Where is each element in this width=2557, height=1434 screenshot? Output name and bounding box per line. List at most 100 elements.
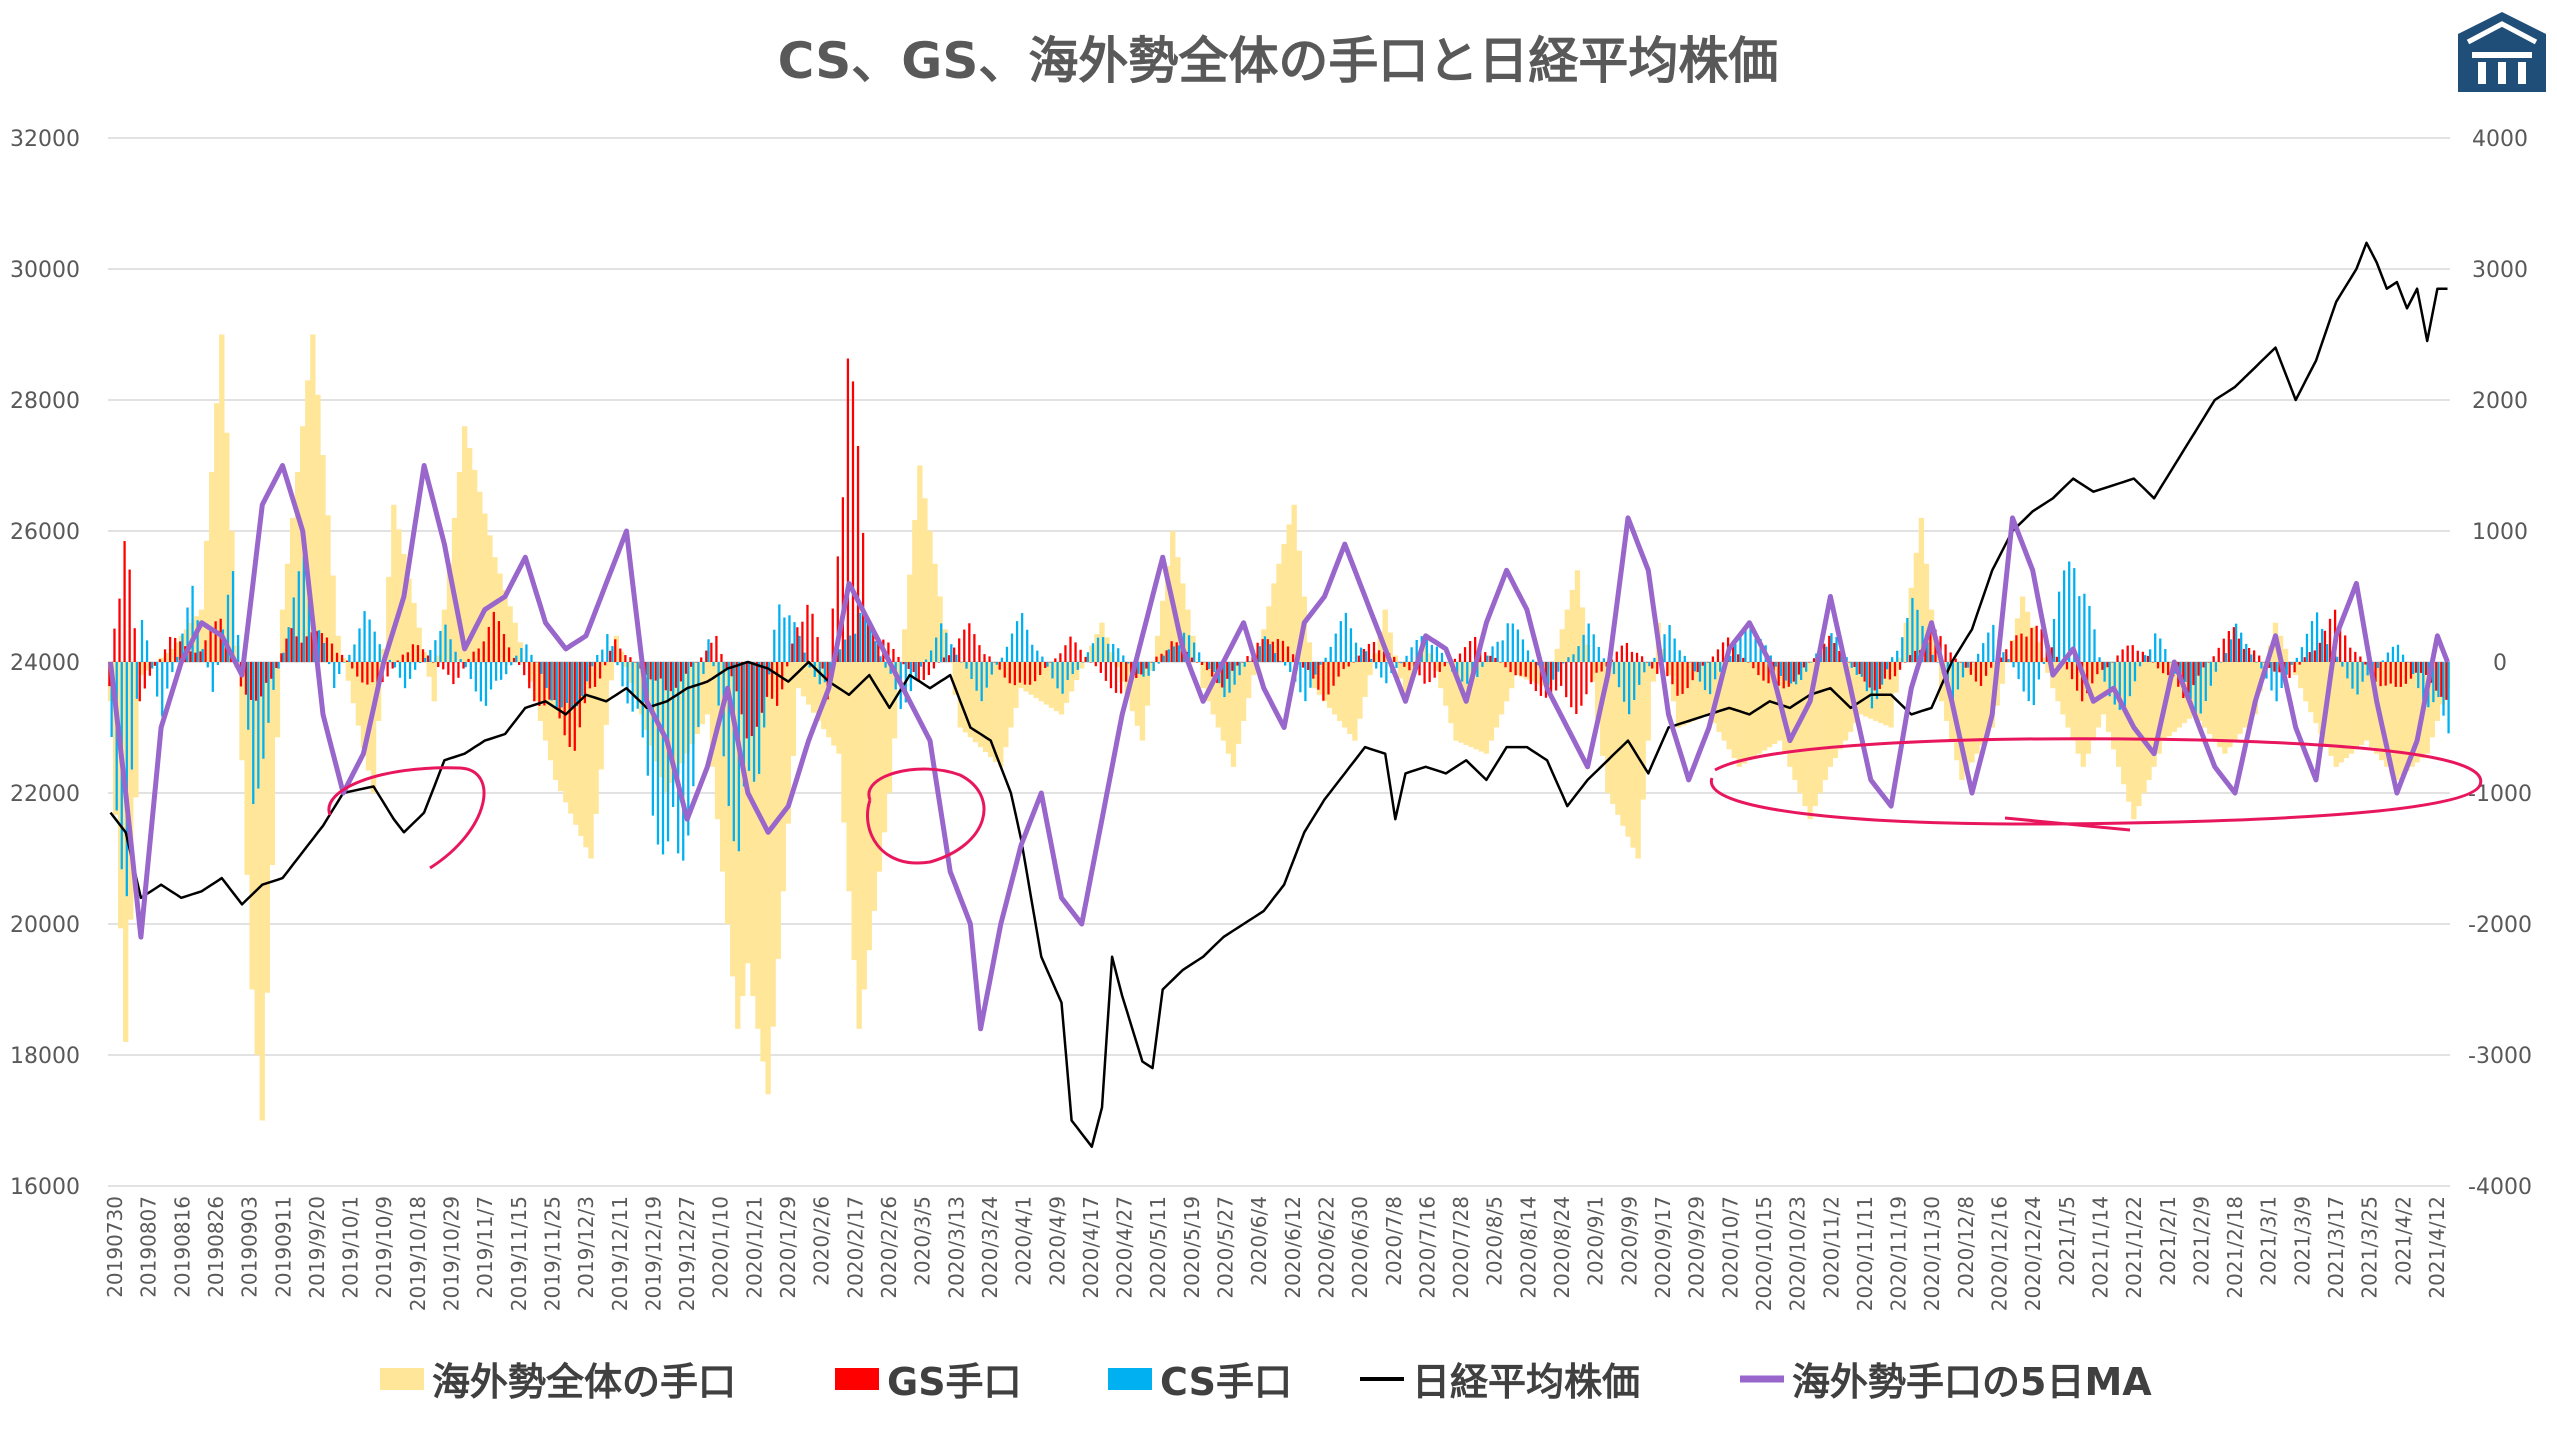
bar [1489, 655, 1492, 662]
bar [704, 662, 711, 715]
bar [360, 662, 367, 749]
bar [1005, 646, 1009, 662]
bar [416, 627, 422, 662]
bar [1089, 662, 1092, 663]
bar [401, 553, 407, 662]
bar [1112, 643, 1115, 662]
bar [419, 662, 422, 663]
bar [841, 662, 847, 823]
bar [1039, 662, 1042, 676]
x-tick-label: 2020/4/1 [1012, 1196, 1036, 1286]
bar [919, 662, 923, 667]
bar [487, 626, 490, 662]
bar [2131, 662, 2137, 820]
bar [487, 535, 493, 662]
bar [1031, 644, 1034, 662]
left-tick-label: 24000 [10, 651, 80, 676]
bar-series [107, 334, 2451, 1121]
bar [1347, 662, 1353, 735]
bar [1491, 646, 1494, 662]
bar [2045, 662, 2051, 673]
bar [624, 655, 627, 662]
bar [2255, 662, 2258, 663]
series-1 [108, 358, 2448, 751]
bar [340, 654, 344, 662]
bar [1225, 662, 1232, 754]
bar [1686, 662, 1689, 689]
bar [1721, 662, 1727, 741]
x-tick-label: 2019/11/7 [473, 1196, 497, 1299]
bar [1478, 662, 1484, 752]
bar [816, 662, 822, 721]
bar [1865, 662, 1869, 692]
legend-swatch [380, 1368, 424, 1390]
bar [2379, 662, 2382, 687]
bar [2005, 649, 2008, 662]
bar [843, 639, 847, 662]
bar [1334, 633, 1337, 662]
bar [2353, 662, 2360, 750]
bar [2138, 662, 2142, 667]
bar [750, 662, 753, 737]
bar [1531, 659, 1535, 662]
bar [740, 662, 743, 715]
bar [2078, 596, 2081, 662]
bar [1175, 642, 1178, 662]
bar [1036, 650, 1039, 662]
bar [1367, 643, 1371, 662]
bar [2356, 662, 2359, 695]
bar [993, 662, 996, 663]
bar [791, 643, 794, 662]
x-tick-label: 2021/2/18 [2223, 1196, 2247, 1299]
bar [2035, 625, 2038, 662]
bar [1142, 662, 1145, 677]
bar [2414, 662, 2420, 763]
bar [1949, 652, 1952, 662]
bar [2113, 662, 2116, 705]
bar [267, 662, 270, 723]
bar [1832, 662, 1839, 759]
bar [1762, 662, 1765, 681]
bar [1302, 662, 1305, 668]
bar [1587, 623, 1590, 662]
bar [958, 638, 961, 662]
bar [411, 603, 417, 662]
bar [2245, 643, 2248, 662]
bar [1066, 662, 1069, 680]
bar [300, 642, 303, 662]
x-tick-label: 2021/3/1 [2257, 1196, 2281, 1286]
bar [158, 659, 162, 662]
bar [745, 662, 751, 964]
bar [1271, 583, 1277, 662]
bar [1506, 623, 1509, 662]
bar [1572, 654, 1575, 662]
bar [553, 662, 556, 701]
bar [580, 662, 584, 697]
legend-swatch [1108, 1368, 1152, 1390]
bar [469, 662, 472, 679]
bar [373, 631, 376, 662]
x-tick-label: 2019/12/11 [608, 1196, 632, 1311]
bar [1582, 634, 1585, 662]
bar [2278, 662, 2281, 673]
bar [279, 609, 286, 662]
bar [285, 638, 288, 662]
bar [1640, 662, 1646, 800]
bar [2384, 662, 2387, 686]
bar [1122, 655, 1125, 662]
bar [585, 662, 589, 682]
bar [1380, 662, 1383, 678]
bar [1992, 624, 1995, 662]
bar [1878, 662, 1881, 689]
bar [912, 520, 918, 662]
bar [2419, 662, 2423, 673]
bar [2063, 570, 2066, 662]
bar [1903, 662, 1907, 663]
bar [507, 606, 513, 662]
bar [1521, 639, 1525, 662]
bar [1466, 662, 1469, 684]
bar [1875, 662, 1879, 700]
bar [515, 655, 518, 662]
left-tick-label: 22000 [10, 782, 80, 807]
